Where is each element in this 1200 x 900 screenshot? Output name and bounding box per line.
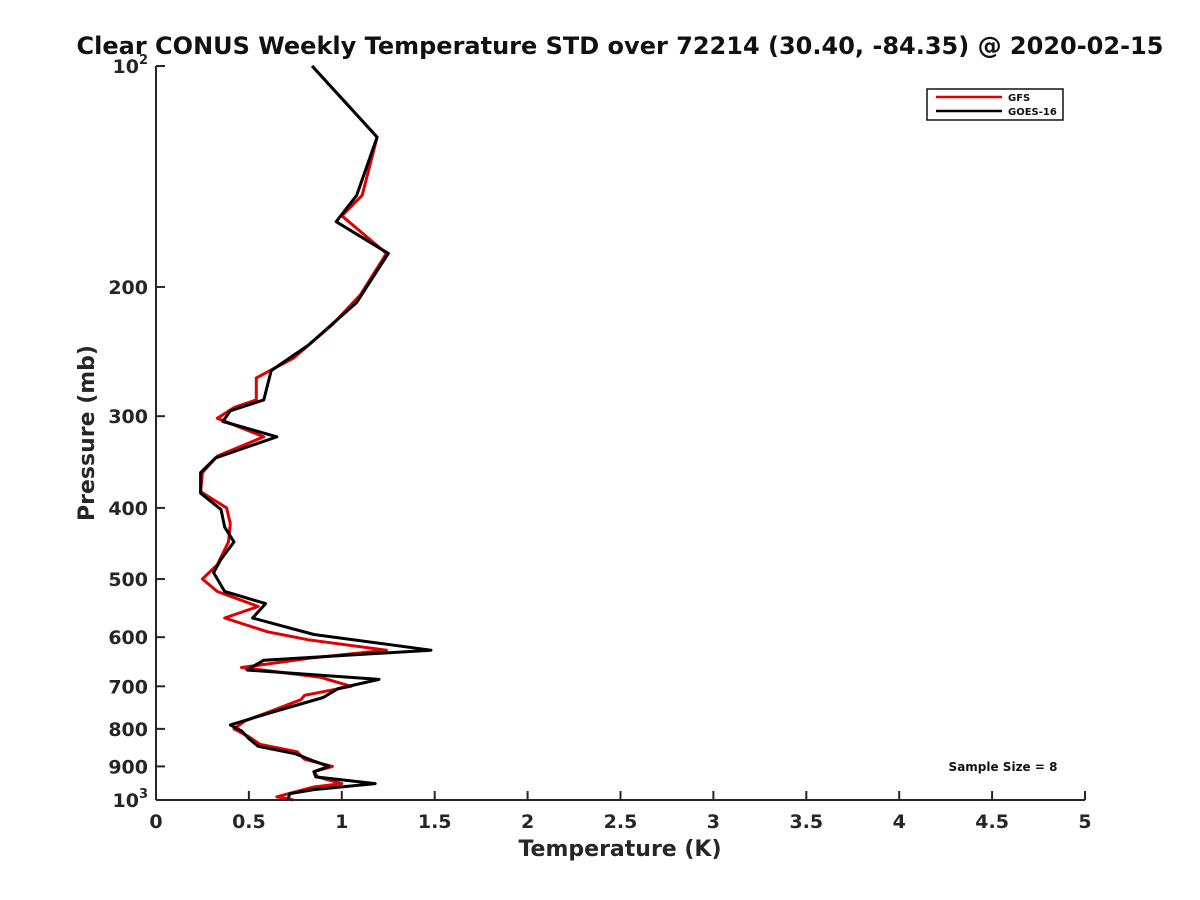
chart-title: Clear CONUS Weekly Temperature STD over … xyxy=(77,32,1164,60)
y-tick-label: 200 xyxy=(108,277,148,299)
series-layer xyxy=(199,64,433,802)
x-axis-label: Temperature (K) xyxy=(518,837,721,862)
x-tick-label: 1.5 xyxy=(418,811,452,833)
legend-label-gfs: GFS xyxy=(1008,93,1030,104)
y-tick-label: 102 xyxy=(113,53,149,78)
y-tick-label: 103 xyxy=(113,787,149,812)
x-tick-label: 0.5 xyxy=(232,811,266,833)
legend: GFS GOES-16 xyxy=(926,88,1064,121)
x-tick-label: 1 xyxy=(335,811,348,833)
y-tick-label: 700 xyxy=(108,676,148,698)
x-tick-label: 0 xyxy=(149,811,162,833)
plot-area xyxy=(156,66,1085,800)
plot-background xyxy=(156,66,1085,800)
x-tick-label: 2 xyxy=(521,811,534,833)
x-tick-label: 4.5 xyxy=(975,811,1009,833)
x-tick-label: 2.5 xyxy=(604,811,638,833)
axes-layer: 0 0.5 1 1.5 2 2.5 3 3.5 4 4.5 5 102 200 300 400 500 600 7… xyxy=(108,53,1091,833)
y-axis-label: Pressure (mb) xyxy=(75,345,100,521)
y-tick-label: 900 xyxy=(108,756,148,778)
y-tick-label: 300 xyxy=(108,406,148,428)
x-tick-label: 3 xyxy=(707,811,720,833)
series-line-goes16 xyxy=(199,64,433,801)
legend-box xyxy=(926,88,1064,121)
sample-size-annotation: Sample Size = 8 xyxy=(949,760,1058,774)
legend-label-goes16: GOES-16 xyxy=(1008,107,1057,118)
y-tick-label: 400 xyxy=(108,498,148,520)
y-tick-label: 500 xyxy=(108,569,148,591)
y-tick-label: 800 xyxy=(108,719,148,741)
x-tick-label: 3.5 xyxy=(789,811,823,833)
y-tick-label: 600 xyxy=(108,627,148,649)
x-tick-label: 5 xyxy=(1078,811,1091,833)
x-tick-label: 4 xyxy=(893,811,906,833)
